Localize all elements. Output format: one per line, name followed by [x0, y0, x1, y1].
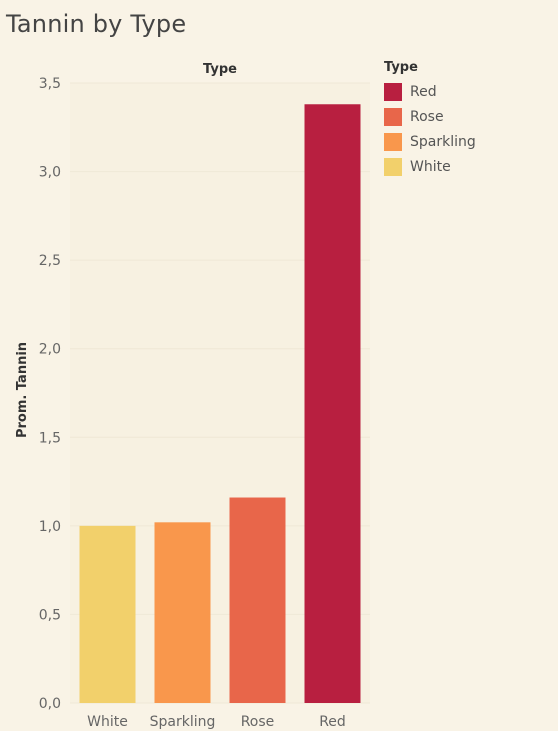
y-tick-label: 0,0 [39, 696, 61, 712]
y-tick-label: 2,5 [39, 253, 61, 269]
chart-title: Tannin by Type [6, 10, 187, 38]
legend-title: Type [384, 60, 418, 75]
legend-swatch-sparkling [384, 132, 402, 151]
bar-white[interactable] [79, 525, 136, 703]
x-tick-label: White [87, 714, 128, 730]
y-tick-label: 3,5 [39, 76, 61, 92]
legend-item-red[interactable]: Red [384, 79, 476, 104]
x-tick-label: Red [319, 714, 346, 730]
legend-swatch-red [384, 82, 402, 101]
legend-label-rose: Rose [410, 108, 444, 125]
bar-sparkling[interactable] [154, 522, 211, 703]
legend-swatch-white [384, 157, 402, 176]
y-tick-label: 2,0 [39, 342, 61, 358]
x-tick-label: Sparkling [150, 714, 216, 730]
legend-swatch-rose [384, 107, 402, 126]
bar-rose[interactable] [229, 497, 286, 703]
y-tick-label: 1,5 [39, 430, 61, 446]
column-header: Type [203, 62, 237, 77]
legend: Type Red Rose Sparkling White [384, 60, 476, 179]
legend-item-rose[interactable]: Rose [384, 104, 476, 129]
legend-label-white: White [410, 158, 451, 175]
legend-item-sparkling[interactable]: Sparkling [384, 129, 476, 154]
y-tick-label: 3,0 [39, 165, 61, 181]
y-axis-label: Prom. Tannin [15, 342, 30, 438]
legend-label-red: Red [410, 83, 437, 100]
legend-label-sparkling: Sparkling [410, 133, 476, 150]
bar-red[interactable] [304, 104, 361, 703]
y-tick-label: 0,5 [39, 607, 61, 623]
legend-item-white[interactable]: White [384, 154, 476, 179]
y-tick-label: 1,0 [39, 519, 61, 535]
x-tick-label: Rose [241, 714, 275, 730]
